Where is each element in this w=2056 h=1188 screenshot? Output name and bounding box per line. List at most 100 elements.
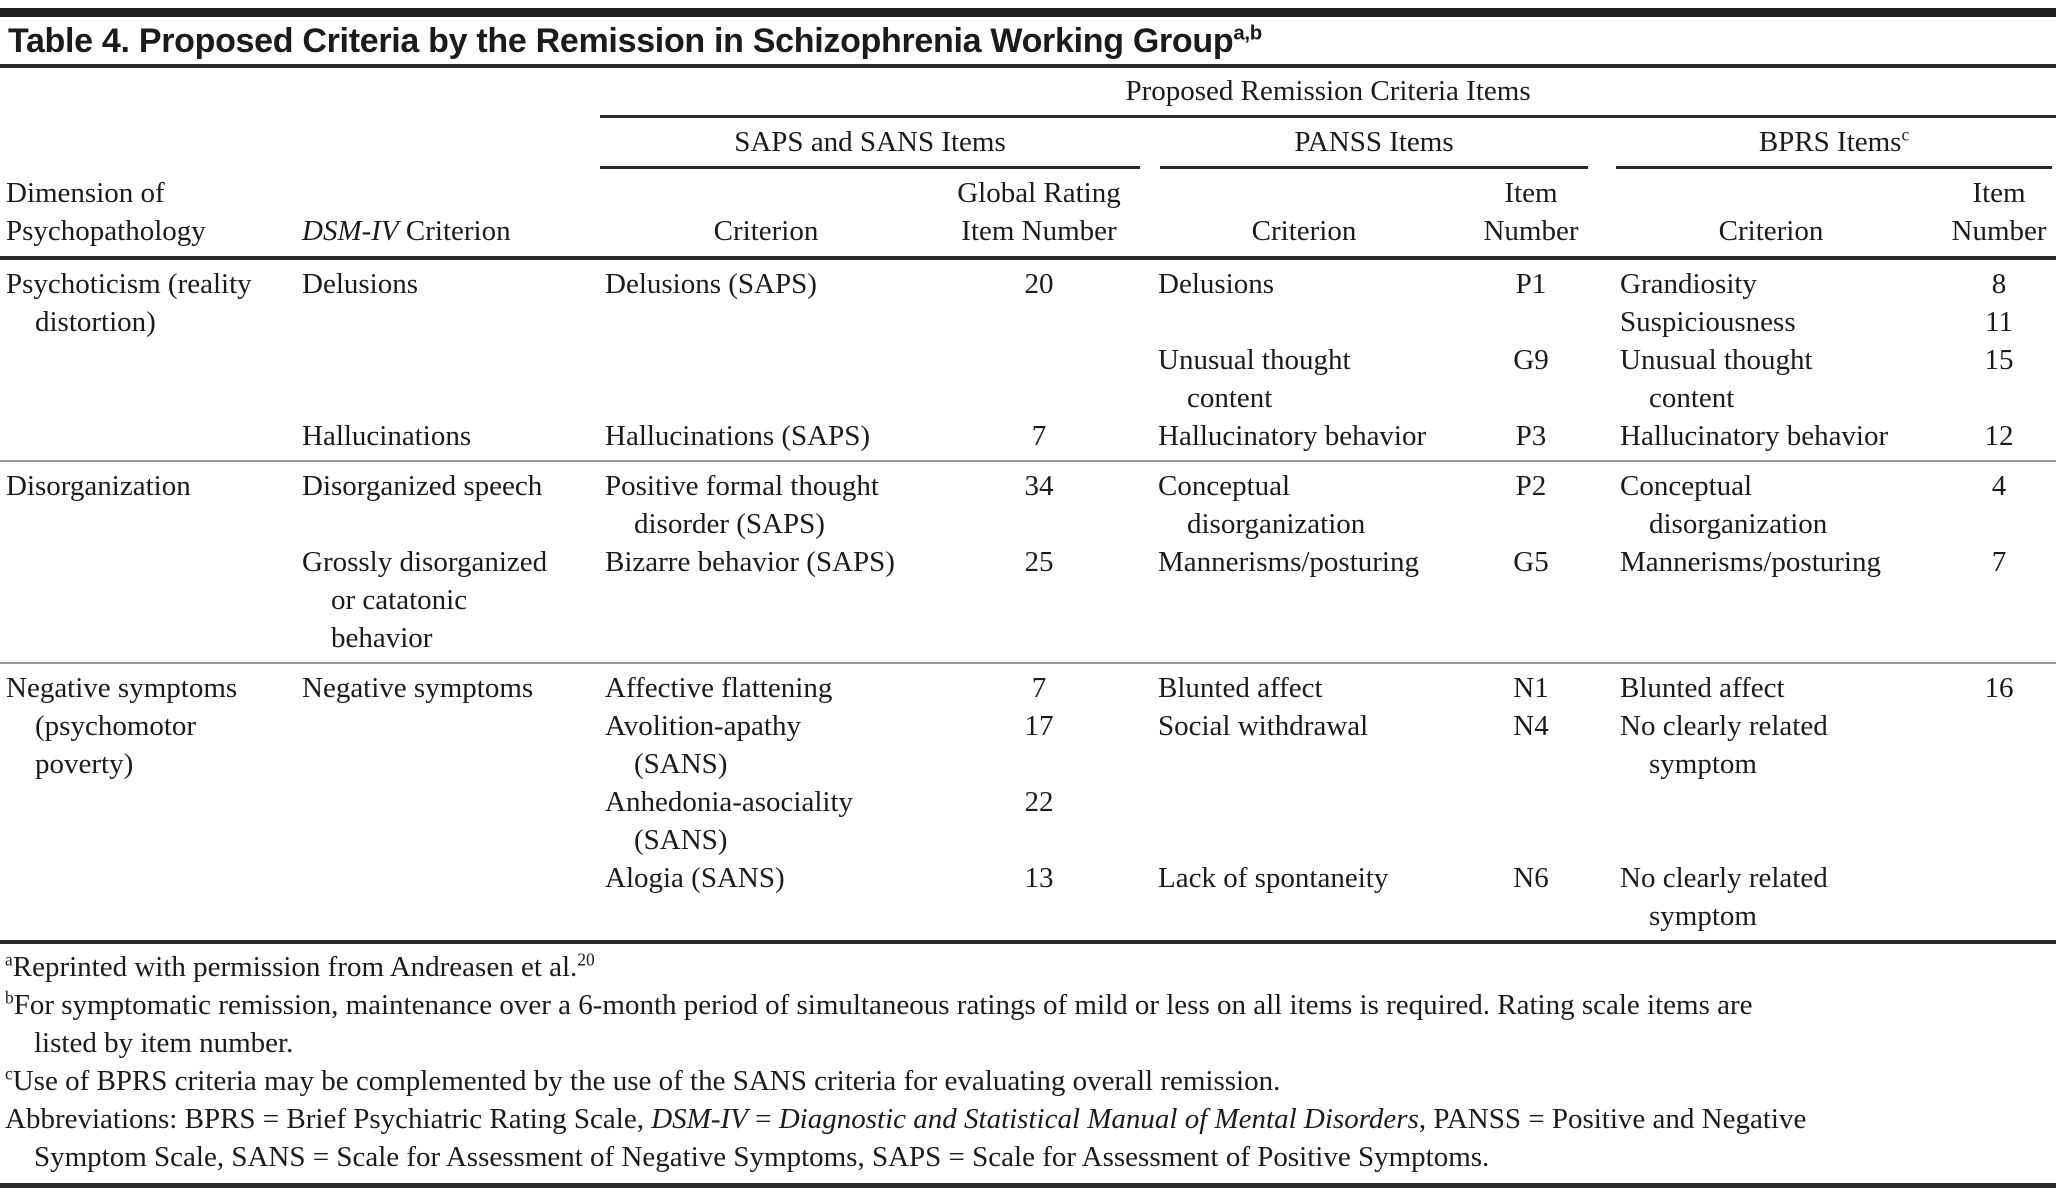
- table-row: Psychoticism (reality distortion) Delusi…: [0, 258, 2056, 341]
- cell-bprs-criterion: No clearly related symptom: [1620, 710, 1828, 780]
- group-label: SAPS and SANS Items: [734, 126, 1006, 158]
- cell-dsm: [298, 859, 600, 940]
- cell-saps-number: [932, 341, 1146, 417]
- table-header: Proposed Remission Criteria Items SAPS a…: [0, 68, 2056, 260]
- table-title-superscript: a,b: [1233, 22, 1262, 45]
- cell-panss-criterion: Mannerisms/posturing: [1158, 546, 1419, 578]
- cell-dsm: Grossly disorganized or catatonic behavi…: [302, 546, 548, 654]
- col-header-saps-criterion: Criterion: [600, 169, 932, 260]
- col-header-saps-number: Global Rating Item Number: [932, 169, 1146, 260]
- cell-bprs-criterion: Hallucinatory behavior: [1620, 420, 1889, 452]
- cell-saps-criterion: Hallucinations (SAPS): [605, 420, 871, 452]
- cell-saps-criterion: [600, 341, 932, 417]
- table-row: Avolition-apathy (SANS) 17 Social withdr…: [0, 707, 2056, 783]
- footnote-b: bFor symptomatic remission, maintenance …: [5, 986, 2048, 1062]
- abbrev-part: Abbreviations: BPRS = Brief Psychiatric …: [5, 1103, 652, 1135]
- cell-bprs-criterion: Unusual thought content: [1620, 344, 1813, 414]
- group-header-panss: PANSS Items: [1146, 118, 1600, 169]
- cell-bprs-criterion: Conceptual disorganization: [1600, 460, 1942, 543]
- cell-dsm: [298, 783, 600, 859]
- dsm-rest: Criterion: [398, 215, 511, 247]
- cell-bprs-number: 15: [1984, 344, 2014, 376]
- cell-saps-number: 34: [932, 460, 1146, 543]
- cell-saps-number: 17: [1024, 710, 1054, 742]
- cell-bprs-criterion: Blunted affect: [1600, 662, 1942, 707]
- footnote-text: Use of BPRS criteria may be complemented…: [12, 1065, 1281, 1097]
- cell-saps-criterion: Positive formal thought disorder (SAPS): [600, 460, 932, 543]
- cell-bprs-criterion: Mannerisms/posturing: [1620, 546, 1881, 578]
- table-row: Disorganization Disorganized speech Posi…: [0, 460, 2056, 663]
- cell-panss-number: P2: [1462, 460, 1600, 543]
- cell-saps-number: 7: [932, 662, 1146, 707]
- table-row: Negative symptoms (psychomotor poverty) …: [0, 662, 2056, 940]
- header-columns-row: Dimension of Psychopathology DSM-IV Crit…: [0, 169, 2056, 260]
- cell-panss-number: G5: [1513, 546, 1549, 578]
- remission-criteria-table: Proposed Remission Criteria Items SAPS a…: [0, 68, 2056, 940]
- cell-panss-criterion: Conceptual disorganization: [1146, 460, 1462, 543]
- cell-panss-criterion: Social withdrawal: [1158, 710, 1369, 742]
- table-title-text: Table 4. Proposed Criteria by the Remiss…: [8, 22, 1234, 60]
- cell-dsm: Delusions: [302, 268, 418, 300]
- group-header-panss-label: PANSS Items: [1160, 123, 1588, 169]
- cell-bprs-criterion: No clearly related symptom: [1620, 862, 1828, 932]
- table-row: Grossly disorganized or catatonic behavi…: [0, 543, 2056, 663]
- group-superscript: c: [1901, 124, 1910, 145]
- reference-superscript: 20: [577, 949, 595, 970]
- section-psychoticism: Psychoticism (reality distortion) Delusi…: [0, 258, 2056, 461]
- cell-saps-number: 22: [1024, 786, 1054, 818]
- footnote-text: For symptomatic remission, maintenance o…: [13, 989, 1753, 1059]
- group-label: BPRS Items: [1758, 126, 1902, 158]
- cell-panss-criterion: Unusual thought content: [1158, 344, 1351, 414]
- cell-panss-number: N1: [1462, 662, 1600, 707]
- cell-saps-criterion: Affective flattening: [600, 662, 932, 707]
- dsm-italic: DSM-IV: [302, 215, 399, 247]
- footnote-marker: c: [5, 1063, 13, 1084]
- col-header-bprs-criterion: Criterion: [1600, 169, 1942, 260]
- cell-panss-number: N6: [1513, 862, 1549, 894]
- footnote-c: cUse of BPRS criteria may be complemente…: [5, 1062, 2048, 1100]
- header-spacer: [0, 68, 600, 118]
- section-disorganization: Disorganization Disorganized speech Posi…: [0, 460, 2056, 663]
- header-proposed-remission-label: Proposed Remission Criteria Items: [600, 72, 2056, 118]
- table-row: Alogia (SANS) 13 Lack of spontaneity N6 …: [0, 859, 2056, 940]
- top-rule: [0, 8, 2056, 17]
- cell-saps-criterion: Delusions (SAPS): [605, 268, 817, 300]
- cell-dimension: Disorganization: [0, 460, 298, 663]
- cell-bprs-criterion: Grandiosity Suspiciousness: [1620, 268, 1796, 338]
- cell-panss-number: G9: [1513, 344, 1549, 376]
- footnote-marker: b: [5, 987, 14, 1008]
- cell-bprs-number: 16: [1942, 662, 2056, 707]
- col-header-panss-number: Item Number: [1462, 169, 1600, 260]
- group-label: PANSS Items: [1294, 126, 1454, 158]
- table-row: Unusual thought content G9 Unusual thoug…: [0, 341, 2056, 417]
- header-spanner-row: Proposed Remission Criteria Items: [0, 68, 2056, 118]
- footnotes: aReprinted with permission from Andrease…: [0, 940, 2056, 1188]
- cell-panss-criterion: Delusions: [1158, 268, 1274, 300]
- cell-bprs-number: 8 11: [1985, 268, 2013, 338]
- table-row: Anhedonia-asociality (SANS) 22: [0, 783, 2056, 859]
- cell-dimension: Negative symptoms (psychomotor poverty): [0, 662, 298, 940]
- footnote-marker: a: [5, 949, 13, 970]
- col-header-bprs-number: Item Number: [1942, 169, 2056, 260]
- cell-dsm: Negative symptoms: [298, 662, 600, 707]
- cell-bprs-number: 12: [1984, 420, 2014, 452]
- group-header-saps-sans-label: SAPS and SANS Items: [600, 123, 1140, 169]
- cell-dsm: Disorganized speech: [298, 460, 600, 543]
- cell-dsm: [298, 341, 600, 417]
- cell-saps-criterion: Bizarre behavior (SAPS): [605, 546, 895, 578]
- cell-saps-criterion: Avolition-apathy (SANS): [605, 710, 801, 780]
- cell-panss-criterion: [1146, 783, 1462, 859]
- cell-panss-number: P1: [1515, 268, 1547, 300]
- abbreviations-note: Abbreviations: BPRS = Brief Psychiatric …: [5, 1100, 2048, 1176]
- abbrev-part: =: [747, 1103, 779, 1135]
- cell-saps-number: 25: [1024, 546, 1054, 578]
- group-header-bprs-label: BPRS Itemsc: [1616, 123, 2053, 169]
- cell-panss-criterion: Lack of spontaneity: [1158, 862, 1389, 894]
- col-header-dsm-criterion: DSM-IV Criterion: [298, 169, 600, 260]
- cell-panss-number: P3: [1515, 420, 1547, 452]
- cell-bprs-number: [1942, 783, 2056, 859]
- cell-saps-number: 20: [1024, 268, 1054, 300]
- cell-saps-number: 13: [1024, 862, 1054, 894]
- cell-saps-criterion: Alogia (SANS): [605, 862, 785, 894]
- abbrev-italic: DSM-IV: [651, 1103, 748, 1135]
